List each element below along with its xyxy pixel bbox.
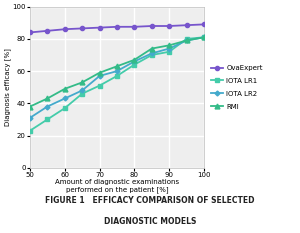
IOTA LR1	[98, 84, 101, 87]
RMI	[46, 97, 49, 100]
IOTA LR1	[133, 63, 136, 66]
Legend: OvaExpert, IOTA LR1, IOTA LR2, RMI: OvaExpert, IOTA LR1, IOTA LR2, RMI	[211, 65, 263, 110]
Line: OvaExpert: OvaExpert	[28, 22, 206, 34]
Line: IOTA LR1: IOTA LR1	[28, 35, 206, 133]
OvaExpert	[150, 25, 154, 27]
OvaExpert	[80, 27, 84, 30]
RMI	[80, 81, 84, 84]
IOTA LR2	[202, 36, 206, 39]
RMI	[28, 105, 32, 108]
IOTA LR1	[28, 129, 32, 132]
IOTA LR2	[167, 47, 171, 50]
OvaExpert	[115, 25, 119, 28]
OvaExpert	[63, 28, 67, 31]
IOTA LR2	[133, 60, 136, 63]
IOTA LR1	[185, 38, 188, 40]
IOTA LR2	[28, 116, 32, 119]
IOTA LR1	[46, 118, 49, 121]
IOTA LR1	[115, 75, 119, 77]
Text: FIGURE 1   EFFICACY COMPARISON OF SELECTED: FIGURE 1 EFFICACY COMPARISON OF SELECTED	[45, 196, 255, 205]
RMI	[133, 58, 136, 61]
OvaExpert	[167, 25, 171, 27]
RMI	[167, 44, 171, 47]
RMI	[185, 39, 188, 42]
Y-axis label: Diagnosis efficacy [%]: Diagnosis efficacy [%]	[4, 48, 11, 126]
IOTA LR2	[150, 52, 154, 55]
OvaExpert	[46, 29, 49, 32]
IOTA LR2	[46, 105, 49, 108]
RMI	[115, 65, 119, 68]
X-axis label: Amount of diagnostic examinations
performed on the patient [%]: Amount of diagnostic examinations perfor…	[55, 179, 179, 193]
RMI	[150, 47, 154, 50]
IOTA LR1	[63, 107, 67, 110]
IOTA LR1	[202, 36, 206, 39]
OvaExpert	[133, 25, 136, 28]
RMI	[63, 87, 67, 90]
RMI	[98, 71, 101, 74]
Line: RMI: RMI	[28, 35, 206, 109]
OvaExpert	[98, 26, 101, 29]
Text: DIAGNOSTIC MODELS: DIAGNOSTIC MODELS	[104, 217, 196, 226]
OvaExpert	[185, 24, 188, 27]
OvaExpert	[28, 31, 32, 34]
Line: IOTA LR2: IOTA LR2	[28, 36, 206, 120]
RMI	[202, 36, 206, 39]
IOTA LR2	[185, 39, 188, 42]
IOTA LR1	[167, 50, 171, 53]
IOTA LR1	[80, 92, 84, 95]
IOTA LR2	[80, 89, 84, 92]
IOTA LR1	[150, 54, 154, 56]
IOTA LR2	[115, 70, 119, 72]
OvaExpert	[202, 23, 206, 26]
IOTA LR2	[63, 97, 67, 100]
IOTA LR2	[98, 75, 101, 77]
